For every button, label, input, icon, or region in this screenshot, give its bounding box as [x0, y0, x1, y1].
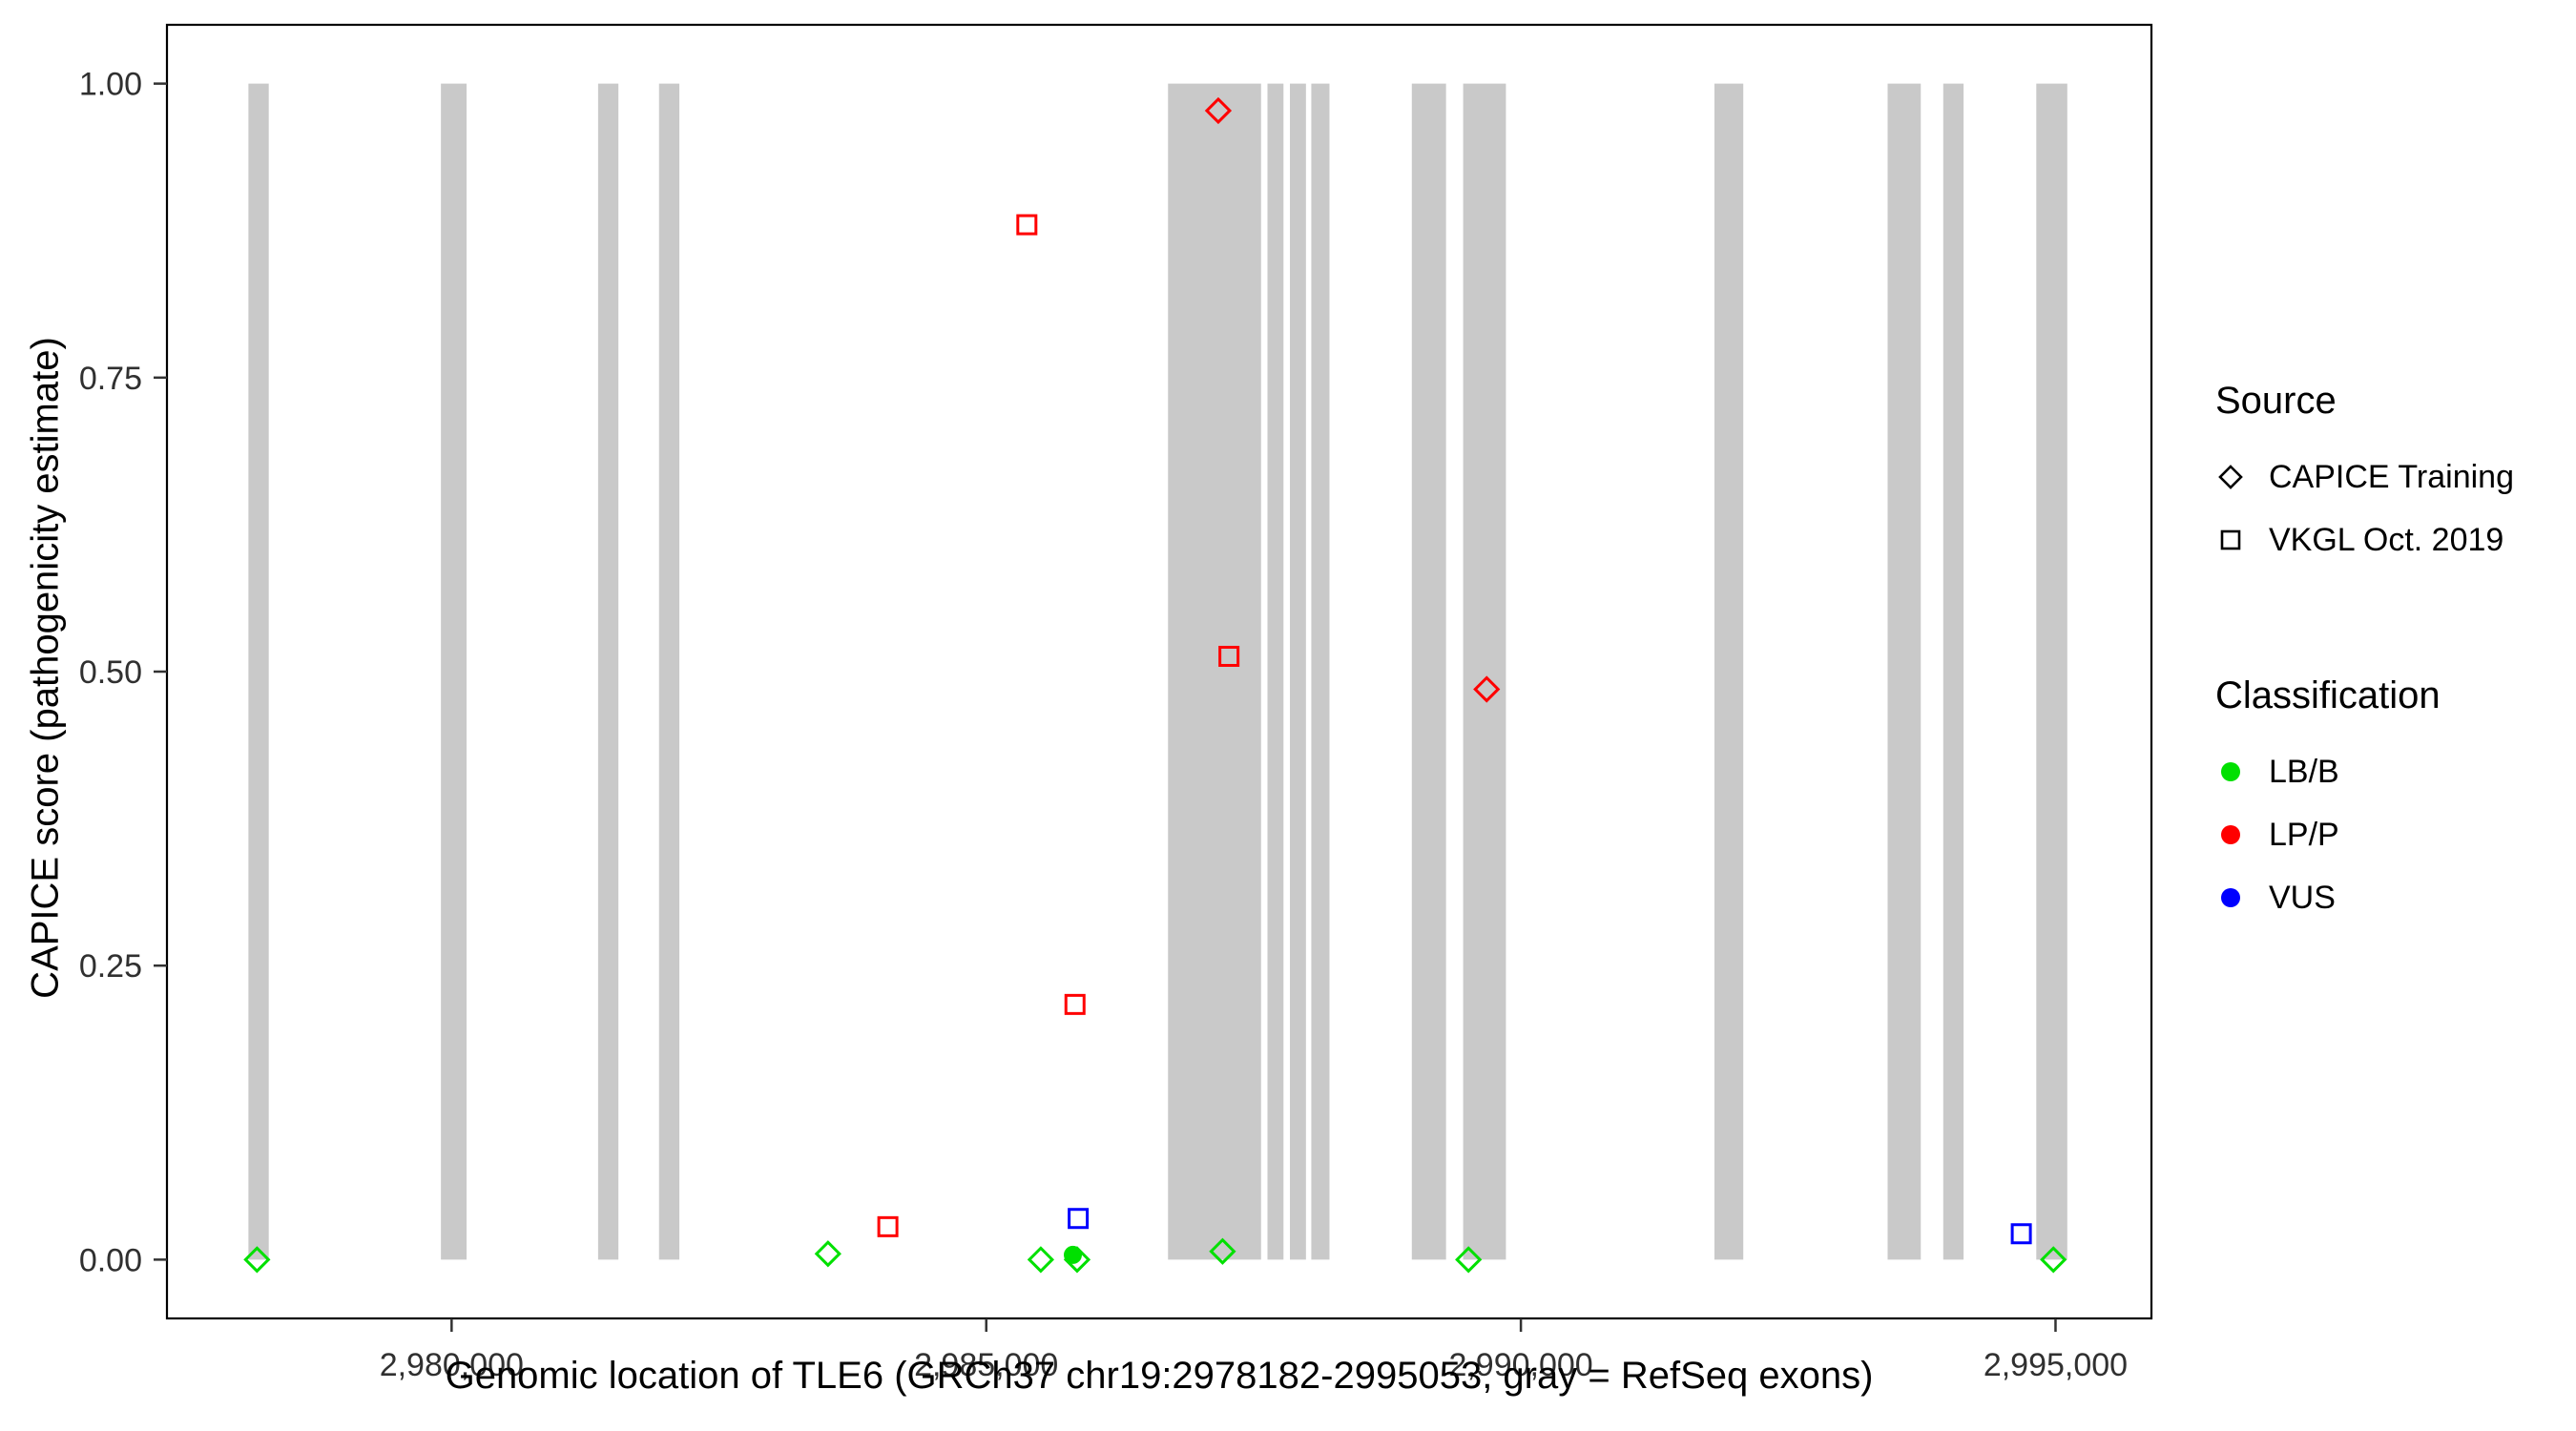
- diamond-icon: [2218, 465, 2243, 489]
- x-tick-label: 2,985,000: [914, 1347, 1058, 1383]
- square-icon: [2220, 529, 2241, 550]
- legend-classification-title: Classification: [2215, 674, 2441, 716]
- exon-bar: [1168, 83, 1261, 1260]
- y-tick-label: 0.50: [79, 654, 142, 691]
- legend-source-title: Source: [2215, 380, 2337, 422]
- legend-item-label: LB/B: [2269, 753, 2339, 790]
- legend-item-lpp: LP/P: [2215, 803, 2514, 866]
- legend-item-lbb: LB/B: [2215, 740, 2514, 803]
- legend-item-label: CAPICE Training: [2269, 458, 2514, 495]
- x-tick-label: 2,995,000: [1984, 1347, 2128, 1383]
- exon-bar: [1290, 83, 1306, 1260]
- lbb-dot-icon: [2221, 762, 2240, 781]
- legend: Source CAPICE Training VKGL Oct. 2019 Cl…: [2215, 380, 2514, 929]
- x-axis-title: Genomic location of TLE6 (GRCh37 chr19:2…: [445, 1355, 1874, 1397]
- data-point-diamond: [1455, 1246, 1483, 1274]
- data-point-diamond: [2040, 1246, 2067, 1274]
- y-tick-label: 0.25: [79, 948, 142, 985]
- legend-item-vkgl: VKGL Oct. 2019: [2215, 508, 2514, 571]
- data-point-diamond: [1063, 1246, 1091, 1274]
- legend-item-capice-training: CAPICE Training: [2215, 446, 2514, 508]
- data-point-diamond: [1027, 1246, 1055, 1274]
- exon-bar: [1267, 83, 1284, 1260]
- y-tick-label: 0.00: [79, 1242, 142, 1278]
- data-point-square: [2010, 1223, 2032, 1245]
- exon-bar: [1942, 83, 1964, 1260]
- exon-bar: [597, 83, 619, 1260]
- legend-classification: Classification LB/B LP/P VUS: [2215, 674, 2514, 929]
- legend-item-label: VUS: [2269, 879, 2336, 916]
- x-tick-label: 2,990,000: [1448, 1347, 1592, 1383]
- data-point-diamond: [814, 1240, 841, 1268]
- lpp-dot-icon: [2221, 825, 2240, 844]
- exon-bar: [1411, 83, 1446, 1260]
- exon-bar: [1311, 83, 1330, 1260]
- y-tick-label: 1.00: [79, 67, 142, 103]
- x-tick-label: 2,980,000: [380, 1347, 524, 1383]
- y-tick-label: 0.75: [79, 361, 142, 397]
- exon-bar: [1463, 83, 1506, 1260]
- data-point-square: [877, 1215, 899, 1237]
- data-point-square: [1016, 214, 1038, 236]
- legend-item-vus: VUS: [2215, 866, 2514, 929]
- exon-bar: [248, 83, 269, 1260]
- exon-bar: [1887, 83, 1922, 1260]
- data-point-diamond: [1209, 1237, 1236, 1265]
- exon-bar: [1714, 83, 1744, 1260]
- exon-bar: [2036, 83, 2067, 1260]
- data-point-square: [1064, 993, 1086, 1015]
- exon-bar: [658, 83, 680, 1260]
- legend-item-label: LP/P: [2269, 816, 2339, 853]
- legend-source: Source CAPICE Training VKGL Oct. 2019: [2215, 380, 2514, 571]
- data-point-square: [1218, 645, 1240, 667]
- legend-item-label: VKGL Oct. 2019: [2269, 521, 2504, 558]
- vus-dot-icon: [2221, 888, 2240, 907]
- data-point-diamond: [1473, 675, 1501, 703]
- y-axis-title: CAPICE score (pathogenicity estimate): [24, 337, 67, 999]
- exon-bar: [441, 83, 467, 1260]
- data-point-diamond: [1204, 96, 1233, 125]
- data-point-diamond: [243, 1246, 271, 1274]
- data-point-square: [1068, 1208, 1090, 1230]
